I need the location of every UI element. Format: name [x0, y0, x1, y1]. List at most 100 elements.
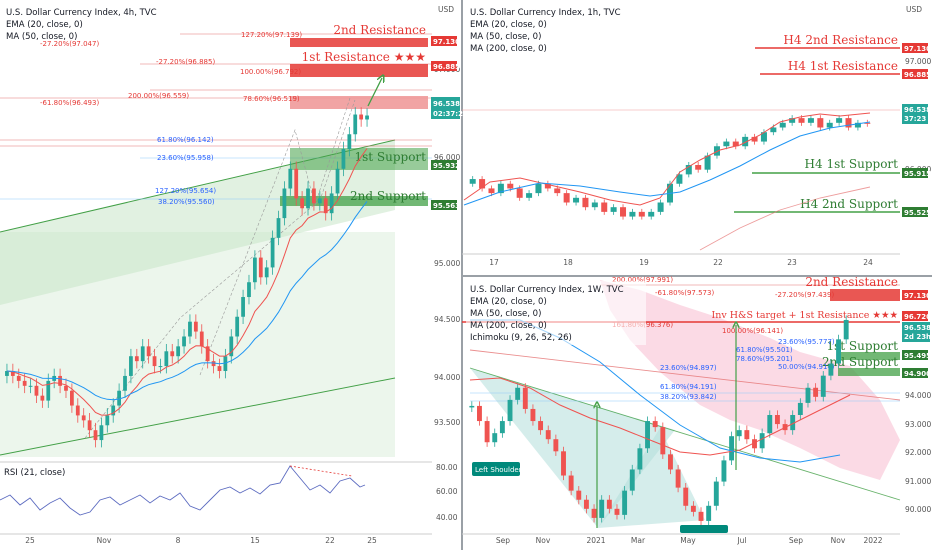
candle-1w-candle: [828, 363, 834, 376]
x-tick-1w-2: 2021: [586, 536, 605, 545]
candle-1w-candle: [522, 387, 528, 409]
candle-4h-candle: [64, 385, 68, 391]
chart-1h-title: U.S. Dollar Currency Index, 1h, TVC: [470, 8, 621, 18]
zone-1w-s2: [838, 368, 900, 376]
candle-4h-candle: [217, 366, 222, 372]
y-tick-4h-4: 96.000: [434, 153, 460, 162]
candle-1w-candle: [843, 319, 849, 340]
chart-4h-ma50-legend: MA (50, close, 0): [6, 32, 77, 42]
rsi-label: RSI (21, close): [4, 468, 65, 478]
x-tick-1w-4: May: [680, 536, 696, 545]
candle-4h-candle: [123, 375, 127, 391]
candle-1w-candle: [637, 448, 643, 470]
candle-1w-candle: [683, 487, 689, 506]
candle-1h-candle: [516, 188, 523, 198]
fib-1w-9: 23.60%(94.897): [660, 364, 717, 372]
chart-1h: U.S. Dollar Currency Index, 1h, TVC EMA …: [462, 5, 931, 267]
candle-1h-candle: [497, 183, 504, 194]
y-tick-1w-1: 93.000: [905, 420, 931, 429]
ema-4h-line: [6, 148, 368, 416]
tag-4h-r2: 97.130: [433, 38, 460, 46]
candle-1w-candle: [553, 439, 559, 452]
candle-1w-candle: [492, 433, 498, 443]
candle-1h-candle: [723, 141, 730, 147]
fib-1w-8: 50.00%(94.914): [778, 363, 835, 371]
x-tick-1w-0: Sep: [496, 536, 510, 545]
candle-1h-candle: [798, 118, 805, 123]
candles-1h: [469, 115, 871, 220]
candle-1h-candle: [526, 193, 533, 198]
x-tick-1h-1: 18: [563, 258, 573, 267]
zone-1w-r1-label: Inv H&S target + 1st Resistance ★★★: [711, 310, 898, 321]
chart-4h-title: U.S. Dollar Currency Index, 4h, TVC: [6, 8, 157, 18]
x-tick-1h-5: 24: [863, 258, 873, 267]
channel-bottom: [0, 377, 396, 456]
candle-1h-candle: [685, 165, 692, 175]
tag-1h-countdown: 37:23: [904, 115, 926, 123]
candle-4h-candle: [247, 282, 251, 298]
candle-4h-candle: [317, 198, 322, 204]
candle-1w-candle: [583, 499, 589, 509]
candle-1h-candle: [695, 165, 702, 170]
candle-4h-candle: [258, 257, 263, 278]
candle-1w-candle: [797, 402, 803, 415]
candle-1w-candle: [721, 460, 727, 482]
candle-1w-candle: [736, 430, 742, 437]
x-tick-1w-3: Mar: [631, 536, 646, 545]
candle-1w-candle: [675, 469, 681, 488]
zone-4h-r2-label: 2nd Resistance: [333, 23, 426, 37]
candle-1w-candle: [752, 439, 757, 449]
candle-4h-candle: [359, 114, 364, 120]
candle-4h-candle: [241, 297, 245, 317]
candle-1h-candle: [713, 146, 720, 156]
candle-1h-candle: [638, 211, 645, 217]
x-tick-1h-0: 17: [489, 258, 499, 267]
candle-1w-candle: [706, 505, 712, 521]
candle-4h-candle: [75, 405, 80, 416]
chart-1w-title: U.S. Dollar Currency Index, 1W, TVC: [470, 285, 624, 295]
candle-1h-candle: [779, 122, 786, 128]
chart-1h-legend-0: EMA (20, close, 0): [470, 20, 547, 30]
x-tick-1h-3: 22: [713, 258, 723, 267]
candle-1w-candle: [645, 421, 650, 449]
left-shoulder-label: Left Shoulder: [475, 466, 522, 474]
candle-4h-candle: [69, 390, 74, 406]
zone-1h-r1-label: H4 1st Resistance: [788, 59, 898, 73]
fib-4h-trend: [84, 99, 356, 439]
x-tick-1w-7: Nov: [831, 536, 846, 545]
candle-1h-candle: [845, 118, 852, 128]
candle-1w-candle: [698, 511, 704, 521]
candle-4h-candle: [193, 321, 198, 332]
fib-4h-2: -27.20%(96.885): [156, 58, 215, 66]
candle-1h-candle: [807, 118, 814, 123]
chart-1h-unit: USD: [906, 5, 922, 14]
neckline: [469, 367, 901, 501]
ma50-1h-line: [463, 121, 871, 206]
x-tick-4h-4: 22: [325, 536, 335, 545]
candle-1w-candle: [629, 469, 635, 491]
zone-4h-s1: [290, 148, 428, 170]
candles-4h: [5, 107, 369, 448]
candle-4h-candle: [252, 257, 257, 283]
candle-1h-candle: [544, 183, 551, 189]
candle-1h-candle: [601, 202, 608, 212]
candle-4h-candle: [270, 237, 275, 268]
candle-4h-candle: [223, 356, 228, 372]
candle-4h-candle: [205, 346, 210, 362]
candle-4h-candle: [229, 336, 234, 357]
candle-1w-candle: [690, 505, 696, 512]
candle-4h-candle: [158, 366, 163, 368]
candle-1w-candle: [477, 405, 482, 422]
x-tick-1w-6: Sep: [789, 536, 803, 545]
tag-4h-s2: 95.563: [433, 202, 460, 210]
candle-1h-candle: [629, 211, 636, 217]
candle-1w-candle: [713, 481, 719, 506]
candle-4h-candle: [87, 420, 92, 431]
chart-1w-legend-3: Ichimoku (9, 26, 52, 26): [470, 333, 572, 343]
candle-4h-candle: [81, 415, 86, 421]
candle-4h-candle: [365, 115, 369, 120]
candle-1w-candle: [759, 433, 765, 449]
candle-1w-candle: [813, 387, 819, 397]
